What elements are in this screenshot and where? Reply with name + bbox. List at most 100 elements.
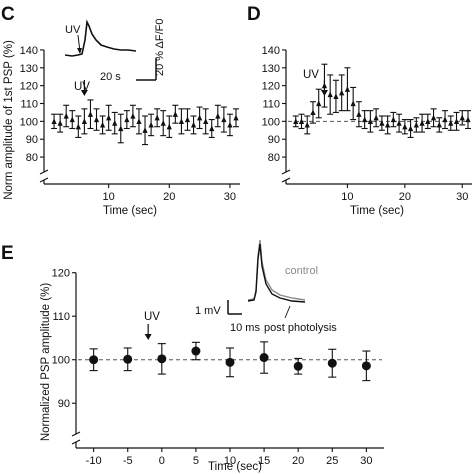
panel-d-data-point bbox=[316, 100, 322, 107]
panel-c-data-point bbox=[118, 125, 124, 132]
panel-d-data-point bbox=[373, 114, 379, 121]
panel-c-inset-scale-bar bbox=[136, 58, 157, 81]
panel-d-data-point bbox=[293, 118, 299, 124]
panel-c-chart: 80 90 100 110 120 130 140 10 20 30 bbox=[20, 45, 240, 203]
panel-c-data-point bbox=[142, 127, 148, 133]
panel-d-data-point bbox=[356, 111, 362, 117]
panel-d-data-point bbox=[425, 118, 431, 124]
panel-d-data-point bbox=[310, 109, 316, 116]
panel-c-y-tick-label: 90 bbox=[26, 134, 38, 146]
panel-d-data-point bbox=[402, 123, 408, 130]
panel-e-data-point bbox=[361, 361, 371, 371]
panel-c-data-point bbox=[81, 118, 87, 124]
panel-label-e: E bbox=[1, 243, 14, 264]
panel-c-data-point bbox=[203, 118, 209, 124]
panel-e-x-tick-label: 25 bbox=[326, 455, 338, 467]
panel-e-x-axis-label: Time (sec) bbox=[208, 461, 262, 473]
panel-e-chart: 90 100 110 120 -10 -5 0 5 10 15 20 25 30 bbox=[52, 268, 384, 467]
panel-c-x-tick-label: 30 bbox=[224, 191, 236, 203]
panel-e-y-tick-label: 100 bbox=[52, 355, 70, 367]
panel-e-inset-amp-scale-label: 1 mV bbox=[195, 305, 221, 317]
panel-e-data-point bbox=[293, 361, 303, 371]
panel-c-data-point bbox=[136, 118, 142, 124]
panel-c-y-tick-label: 80 bbox=[26, 152, 38, 164]
panel-d-data-point bbox=[442, 116, 448, 123]
panel-d-data-point bbox=[350, 100, 356, 107]
panel-d-data-point bbox=[448, 120, 454, 126]
panel-e-x-tick-label: 10 bbox=[224, 455, 236, 467]
panel-e-x-tick-label: 15 bbox=[258, 455, 270, 467]
panel-d-data-point bbox=[465, 116, 471, 123]
panel-e-x-tick-label: 20 bbox=[292, 455, 304, 467]
panel-c-inset-amp-scale-label: 20 % ΔF/F0 bbox=[154, 19, 166, 76]
panel-c-data-point bbox=[160, 120, 166, 126]
panel-e-data-point bbox=[259, 353, 269, 363]
panel-label-c: C bbox=[1, 4, 15, 25]
panel-d-data-point bbox=[304, 121, 310, 128]
panel-e-data-point bbox=[327, 358, 337, 368]
panel-c-y-tick-label: 100 bbox=[20, 116, 38, 128]
panel-c-data-point bbox=[51, 118, 57, 124]
panel-c-data-point bbox=[227, 121, 233, 128]
panel-c-inset-time-scale-label: 20 s bbox=[100, 71, 121, 83]
panel-c-data-point bbox=[172, 111, 178, 117]
panel-c-data-point bbox=[221, 116, 227, 123]
panel-c-axis-break bbox=[39, 169, 49, 183]
panel-d-data-point bbox=[407, 125, 414, 132]
panel-e-data-point bbox=[123, 354, 133, 364]
panel-c-data-point bbox=[63, 112, 69, 119]
panel-d-data-point bbox=[379, 120, 385, 126]
panel-c-y-tick-label: 130 bbox=[20, 63, 38, 75]
panel-c-uv-arrowhead bbox=[80, 90, 88, 96]
panel-e-inset-control-label: control bbox=[285, 265, 318, 277]
panel-d-data-point bbox=[396, 120, 402, 126]
panel-d-data-point bbox=[390, 116, 396, 123]
panel-e-axis-break bbox=[71, 431, 81, 445]
panel-c-data-point bbox=[166, 123, 172, 130]
panel-c-x-tick-label: 20 bbox=[163, 191, 175, 203]
panel-c-x-tick-label: 10 bbox=[103, 191, 115, 203]
panel-c-data-point bbox=[215, 112, 221, 119]
panel-d-data-point bbox=[413, 121, 419, 128]
panel-d-y-tick-label: 100 bbox=[262, 116, 280, 128]
panel-c-data-point bbox=[69, 116, 75, 123]
panel-e-x-tick-label: 0 bbox=[159, 455, 165, 467]
panel-d-y-tick-label: 90 bbox=[268, 134, 280, 146]
panel-d-data-point bbox=[362, 116, 368, 123]
panel-d-data-point bbox=[419, 120, 425, 126]
panel-d-data-point bbox=[344, 86, 351, 92]
panel-e-x-tick-label: -5 bbox=[123, 455, 133, 467]
panel-d-uv-label: UV bbox=[303, 69, 319, 81]
panel-c-inset-fluorescence-trace bbox=[64, 19, 137, 57]
panel-d-data-point bbox=[339, 89, 345, 96]
panel-d-data-point bbox=[367, 118, 373, 124]
panel-label-d: D bbox=[247, 4, 261, 25]
panel-c-y-tick-label: 120 bbox=[20, 81, 38, 93]
panel-c-data-point bbox=[148, 121, 154, 128]
panel-d-x-tick-label: 20 bbox=[399, 191, 411, 203]
panel-c-data-point bbox=[106, 114, 112, 121]
panel-d-data-point bbox=[459, 114, 465, 121]
panel-e-y-tick-label: 120 bbox=[52, 268, 70, 280]
panel-e-data-point bbox=[225, 357, 235, 367]
panel-c-data-point bbox=[75, 123, 81, 130]
panel-e-y-tick-label: 110 bbox=[52, 311, 70, 323]
panel-d-x-tick-label: 10 bbox=[341, 191, 353, 203]
panel-c-data-point bbox=[209, 125, 215, 132]
panel-c-data-point bbox=[99, 121, 106, 128]
panel-c-data-point bbox=[190, 121, 197, 128]
panel-d-y-tick-label: 120 bbox=[262, 81, 280, 93]
panel-d-chart: 80 90 100 110 120 130 140 10 20 30 bbox=[262, 45, 472, 203]
panel-e-uv-arrowhead bbox=[144, 334, 152, 340]
panel-e-y-axis-label: Normalized PSP amplitude (%) bbox=[40, 283, 52, 441]
panel-c-data-point bbox=[233, 114, 239, 121]
panel-c-data-point bbox=[154, 114, 160, 121]
panel-c-data-point bbox=[124, 116, 130, 123]
panel-d-data-point bbox=[333, 93, 339, 99]
panel-d-y-tick-label: 140 bbox=[262, 45, 280, 57]
panel-e-inset-post-label: post photolysis bbox=[264, 322, 337, 334]
panel-d-y-tick-label: 80 bbox=[268, 152, 280, 164]
panel-c-data-point bbox=[197, 114, 203, 121]
panel-d-x-tick-label: 30 bbox=[456, 191, 468, 203]
